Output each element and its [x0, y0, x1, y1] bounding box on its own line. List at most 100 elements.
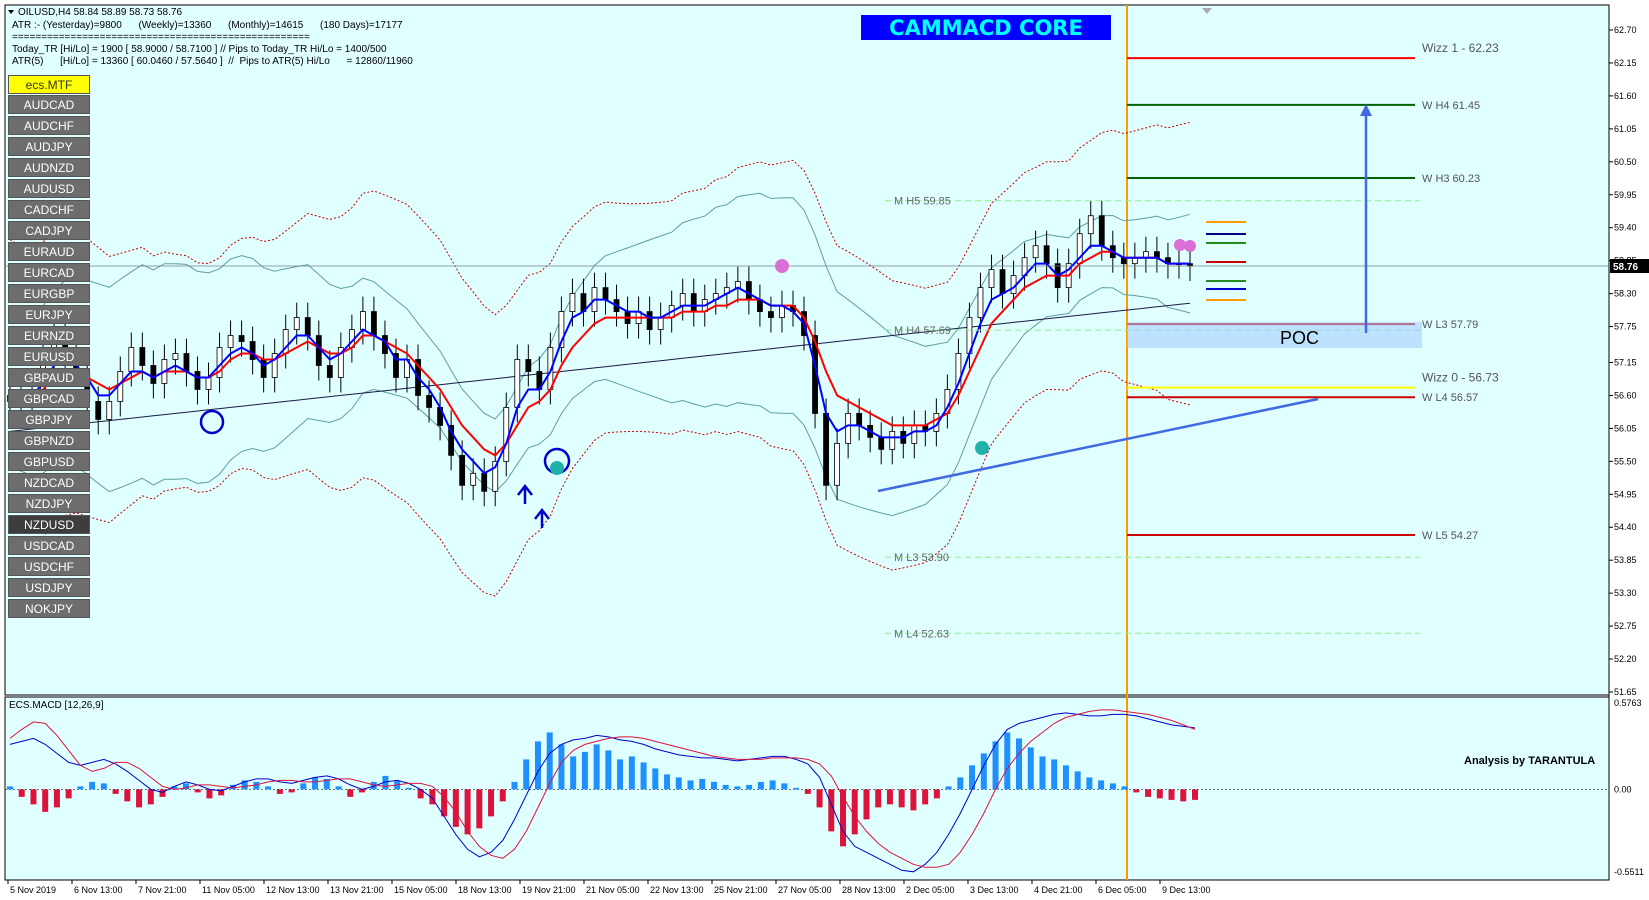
symbol-button-eurusd[interactable]: EURUSD: [8, 347, 90, 366]
symbol-button-audcad[interactable]: AUDCAD: [8, 95, 90, 114]
symbol-button-nzdcad[interactable]: NZDCAD: [8, 473, 90, 492]
pivot-label: Wizz 1 - 62.23: [1422, 41, 1499, 55]
symbol-button-usdchf[interactable]: USDCHF: [8, 557, 90, 576]
time-tick-label: 2 Dec 05:00: [906, 885, 955, 895]
symbol-button-eurnzd[interactable]: EURNZD: [8, 326, 90, 345]
symbol-button-gbpnzd[interactable]: GBPNZD: [8, 431, 90, 450]
candle-body: [977, 287, 984, 318]
price-tick-label: 62.15: [1614, 58, 1637, 68]
macd-histogram-bar: [124, 789, 131, 802]
macd-histogram-bar: [1156, 789, 1163, 799]
macd-tick-label: 0.00: [1614, 784, 1632, 794]
macd-line: [9, 712, 1196, 873]
symbol-button-audusd[interactable]: AUDUSD: [8, 179, 90, 198]
pivot-label: Wizz 0 - 56.73: [1422, 371, 1499, 385]
pivot-label: W H4 61.45: [1422, 100, 1480, 112]
candle-body: [304, 317, 311, 336]
macd-histogram-bar: [276, 789, 283, 794]
time-tick-label: 15 Nov 05:00: [394, 885, 448, 895]
macd-histogram-bar: [734, 786, 741, 790]
macd-histogram-bar: [112, 789, 119, 794]
macd-histogram-bar: [546, 732, 553, 790]
symbol-button-gbpusd[interactable]: GBPUSD: [8, 452, 90, 471]
symbol-button-eurjpy[interactable]: EURJPY: [8, 305, 90, 324]
time-tick-label: 4 Dec 21:00: [1034, 885, 1083, 895]
symbol-button-nzdjpy[interactable]: NZDJPY: [8, 494, 90, 513]
symbol-button-cadchf[interactable]: CADCHF: [8, 200, 90, 219]
macd-histogram-bar: [335, 786, 342, 790]
candle-body: [845, 413, 852, 444]
candle-body: [999, 269, 1006, 295]
macd-histogram-bar: [945, 786, 952, 790]
close-chart-icon[interactable]: [1202, 8, 1212, 14]
time-tick-label: 6 Nov 13:00: [74, 885, 123, 895]
symbol-button-gbpjpy[interactable]: GBPJPY: [8, 410, 90, 429]
candle-body: [481, 472, 488, 492]
time-tick-label: 11 Nov 05:00: [202, 885, 255, 895]
pivot-label: M H5 59.85: [894, 196, 951, 208]
candle-body: [558, 311, 565, 348]
candle-body: [657, 317, 664, 330]
candle-body: [227, 335, 234, 348]
price-tick-label: 61.60: [1614, 91, 1637, 101]
symbol-button-eurgbp[interactable]: EURGBP: [8, 284, 90, 303]
symbol-button-cadjpy[interactable]: CADJPY: [8, 221, 90, 240]
candle-body: [371, 311, 377, 336]
macd-histogram-bar: [980, 753, 987, 790]
macd-histogram-bar: [136, 789, 143, 808]
symbol-button-eurcad[interactable]: EURCAD: [8, 263, 90, 282]
macd-histogram-bar: [851, 789, 858, 835]
candle-body: [745, 281, 752, 300]
symbol-button-nokjpy[interactable]: NOKJPY: [8, 599, 90, 618]
macd-histogram-bar: [18, 789, 25, 797]
macd-histogram-bar: [804, 789, 811, 794]
today-tr-line: Today_TR [Hi/Lo] = 1900 [ 58.9000 / 58.7…: [12, 44, 387, 55]
macd-histogram-bar: [429, 789, 436, 805]
candle-body: [271, 353, 278, 378]
macd-histogram-bar: [523, 759, 530, 790]
symbol-button-audjpy[interactable]: AUDJPY: [8, 137, 90, 156]
macd-histogram-bar: [828, 789, 835, 832]
candle-body: [834, 442, 841, 486]
candle-body: [128, 347, 135, 372]
atr5-line: ATR(5) [Hi/Lo] = 13360 [ 60.0460 / 57.56…: [12, 56, 413, 67]
macd-histogram-bar: [1074, 771, 1081, 790]
symbol-button-usdjpy[interactable]: USDJPY: [8, 578, 90, 597]
candle-body: [525, 359, 532, 372]
macd-histogram-bar: [757, 781, 764, 790]
macd-histogram-bar: [253, 781, 260, 790]
candle-body: [911, 425, 918, 444]
macd-histogram-bar: [1027, 747, 1034, 790]
candle-body: [988, 269, 995, 289]
macd-signal-line: [9, 709, 1196, 868]
candle-body: [690, 293, 697, 312]
symbol-button-gbpaud[interactable]: GBPAUD: [8, 368, 90, 387]
ema-fast-line: [9, 244, 1190, 475]
macd-histogram-bar: [1180, 789, 1187, 802]
macd-histogram-bar: [675, 777, 682, 790]
macd-histogram-bar: [793, 787, 800, 790]
collapse-triangle-icon[interactable]: [8, 10, 14, 14]
macd-histogram-bar: [957, 777, 964, 790]
symbol-button-audchf[interactable]: AUDCHF: [8, 116, 90, 135]
symbol-button-gbpcad[interactable]: GBPCAD: [8, 389, 90, 408]
time-tick-label: 13 Nov 21:00: [330, 885, 384, 895]
candle-body: [183, 353, 190, 372]
macd-histogram-bar: [65, 789, 72, 799]
macd-histogram-bar: [1192, 789, 1198, 800]
macd-tick-label: 0.5763: [1614, 698, 1642, 708]
symbol-button-audnzd[interactable]: AUDNZD: [8, 158, 90, 177]
time-tick-label: 22 Nov 13:00: [650, 885, 704, 895]
violet-dot: [775, 259, 789, 273]
analysis-watermark: Analysis by TARANTULA: [1464, 755, 1595, 767]
symbol-button-usdcad[interactable]: USDCAD: [8, 536, 90, 555]
buy-arrow: [517, 483, 533, 504]
symbol-button-nzdusd[interactable]: NZDUSD: [8, 515, 90, 534]
candle-body: [106, 401, 113, 420]
time-tick-label: 9 Dec 13:00: [1162, 885, 1211, 895]
ecs-mtf-button[interactable]: ecs.MTF: [8, 75, 90, 94]
price-tick-label: 54.40: [1614, 522, 1637, 532]
macd-histogram-bar: [816, 789, 823, 808]
candle-body: [249, 341, 256, 360]
symbol-button-euraud[interactable]: EURAUD: [8, 242, 90, 261]
